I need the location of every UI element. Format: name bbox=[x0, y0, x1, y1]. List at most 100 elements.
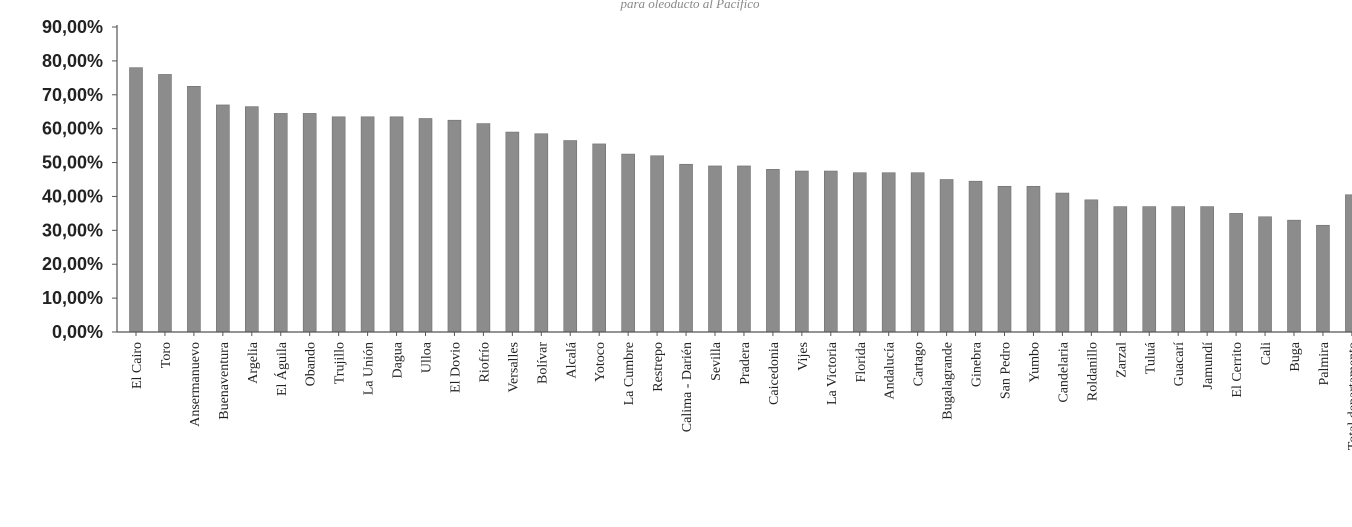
bar bbox=[1345, 194, 1352, 333]
bar bbox=[1200, 206, 1214, 333]
x-tick-label: San Pedro bbox=[999, 342, 1014, 399]
bar bbox=[418, 118, 433, 333]
bar bbox=[881, 172, 896, 333]
x-tick-label: Buenaventura bbox=[217, 341, 232, 420]
x-tick-label: Cali bbox=[1259, 342, 1274, 365]
bars-group bbox=[129, 67, 1352, 333]
x-tick-label: Tuluá bbox=[1143, 341, 1158, 374]
x-tick-label: Yumbo bbox=[1027, 342, 1042, 382]
x-tick-label: Florida bbox=[854, 341, 869, 382]
bar bbox=[158, 74, 172, 333]
x-tick-label: Andalucía bbox=[883, 341, 898, 399]
y-tick-label: 40,00% bbox=[42, 186, 103, 206]
bar bbox=[852, 172, 867, 333]
bar bbox=[563, 140, 578, 333]
y-tick-label: 20,00% bbox=[42, 254, 103, 274]
x-tick-label: Buga bbox=[1288, 341, 1303, 371]
bar bbox=[216, 104, 230, 333]
bar bbox=[997, 185, 1012, 333]
bar bbox=[1229, 213, 1243, 333]
x-tick-label: Candelaria bbox=[1056, 341, 1071, 402]
y-tick-label: 60,00% bbox=[42, 119, 103, 139]
x-tick-label: Bugalagrande bbox=[941, 342, 956, 420]
bar bbox=[679, 163, 693, 333]
x-tick-label: Sevilla bbox=[709, 341, 724, 381]
x-tick-label: Versalles bbox=[506, 342, 521, 393]
bar bbox=[1171, 206, 1185, 333]
x-tick-label: Yotoco bbox=[593, 342, 608, 382]
bar bbox=[1287, 219, 1301, 333]
x-tick-label: Guacarí bbox=[1172, 342, 1187, 386]
x-tick-label: El Cerrito bbox=[1230, 342, 1245, 398]
bar bbox=[1316, 224, 1330, 333]
y-tick-label: 80,00% bbox=[42, 51, 103, 71]
bar bbox=[823, 170, 838, 333]
x-tick-label: La Victoria bbox=[825, 341, 840, 405]
bar bbox=[708, 165, 722, 333]
bar bbox=[1055, 192, 1070, 333]
bar bbox=[968, 180, 983, 333]
y-tick-label: 90,00% bbox=[42, 17, 103, 37]
x-tick-label: Dagua bbox=[391, 341, 406, 378]
y-tick-label: 0,00% bbox=[52, 322, 103, 342]
y-tick-label: 70,00% bbox=[42, 85, 103, 105]
bar bbox=[766, 169, 780, 333]
bar bbox=[795, 170, 809, 333]
bar bbox=[621, 153, 635, 333]
x-tick-label: Ansermanuevo bbox=[188, 342, 203, 427]
bar bbox=[273, 113, 288, 333]
x-tick-label: La Unión bbox=[362, 342, 377, 395]
x-tick-label: El Cairo bbox=[130, 342, 145, 389]
x-tick-label: Palmira bbox=[1317, 341, 1332, 385]
x-tick-label: Alcalá bbox=[564, 341, 579, 378]
bar bbox=[650, 155, 664, 333]
bar bbox=[302, 113, 317, 333]
bar bbox=[1142, 206, 1157, 333]
bar bbox=[1084, 199, 1099, 333]
x-tick-label: Roldanillo bbox=[1085, 342, 1100, 401]
bar bbox=[1258, 216, 1272, 333]
y-axis: 0,00% 10,00% 20,00% 30,00% 40,00% 50,00% 60,00… bbox=[42, 17, 118, 342]
bar bbox=[1026, 185, 1041, 333]
bar bbox=[737, 165, 751, 333]
x-tick-label: Ginebra bbox=[970, 341, 985, 387]
y-tick-label: 50,00% bbox=[42, 153, 103, 173]
bar bbox=[187, 86, 201, 333]
x-tick-label: El Águila bbox=[273, 341, 290, 396]
x-tick-label: Caicedonia bbox=[767, 341, 782, 405]
y-tick-label: 30,00% bbox=[42, 220, 103, 240]
y-tick-label: 10,00% bbox=[42, 288, 103, 308]
bar bbox=[447, 119, 462, 333]
x-tick-label: Ulloa bbox=[420, 341, 435, 373]
x-axis: El Cairo Toro Ansermanuevo Buenaventura Arge… bbox=[117, 331, 1352, 450]
x-tick-label: Pradera bbox=[738, 341, 753, 385]
bar bbox=[245, 106, 259, 333]
x-tick-label: Obando bbox=[304, 342, 319, 386]
x-tick-label: Trujillo bbox=[333, 342, 348, 384]
x-tick-label: La Cumbre bbox=[622, 342, 637, 405]
bar bbox=[389, 116, 404, 333]
bar bbox=[910, 172, 925, 333]
bar bbox=[476, 123, 491, 333]
x-tick-label: Argelia bbox=[246, 341, 261, 384]
x-tick-label: Calima - Darién bbox=[680, 342, 695, 432]
x-tick-label: Vijes bbox=[796, 342, 811, 371]
bar bbox=[1113, 206, 1128, 333]
x-tick-label: Zarzal bbox=[1114, 342, 1129, 378]
bar bbox=[360, 116, 375, 333]
x-tick-label: Restrepo bbox=[651, 342, 666, 392]
bar bbox=[331, 116, 346, 333]
bar bbox=[592, 143, 607, 333]
x-tick-label: Riofrío bbox=[477, 342, 492, 382]
x-tick-label: Cartago bbox=[912, 342, 927, 386]
x-tick-label: Total departamento bbox=[1346, 342, 1352, 450]
bar bbox=[505, 131, 520, 333]
x-tick-label: Toro bbox=[159, 342, 174, 368]
x-tick-label: Bolívar bbox=[535, 342, 550, 384]
x-tick-label: Jamundí bbox=[1201, 342, 1216, 390]
bar bbox=[534, 133, 549, 333]
chart-caption: para oleoducto al Pacífico bbox=[619, 0, 760, 11]
bar bbox=[939, 179, 954, 333]
